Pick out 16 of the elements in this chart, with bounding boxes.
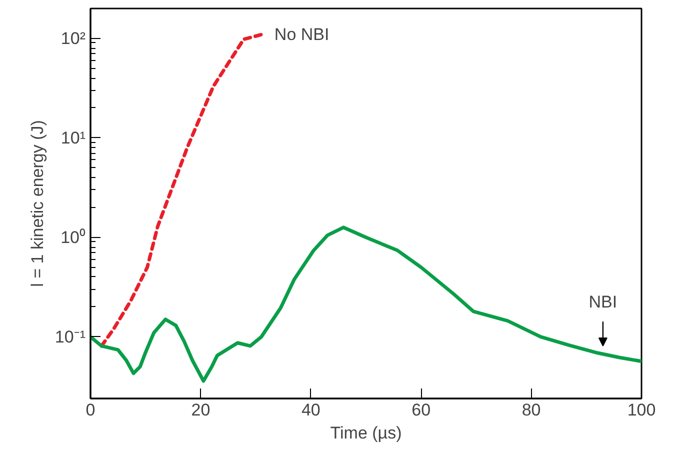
x-tick-label: 0	[86, 400, 96, 420]
line-series	[100, 32, 264, 348]
x-tick-label: 60	[412, 400, 431, 420]
y-axis-title: l = 1 kinetic energy (J)	[28, 120, 47, 287]
x-tick-label: 80	[522, 400, 541, 420]
annotation: No NBI	[274, 24, 330, 44]
y-tick-label: 10⁰	[60, 228, 86, 247]
x-tick-label: 20	[191, 400, 210, 420]
line-series	[90, 226, 642, 383]
y-tick-label: 10⁻¹	[54, 327, 86, 346]
y-tick-label: 10²	[60, 28, 86, 48]
x-tick-label: 40	[301, 400, 320, 420]
x-tick-label: 100	[627, 400, 656, 420]
annotation: NBI	[588, 292, 618, 312]
x-axis-title: Time (µs)	[330, 424, 402, 442]
y-tick-label: 10¹	[60, 128, 86, 148]
